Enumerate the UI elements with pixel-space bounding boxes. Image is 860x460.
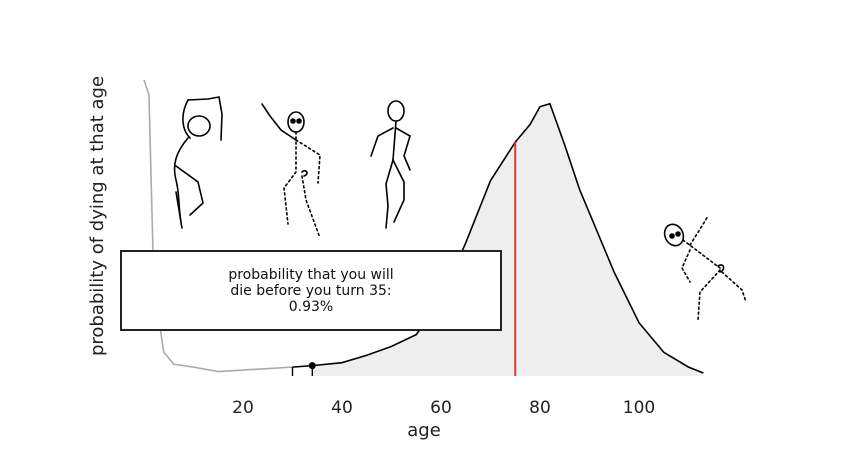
area-fill-layer: [312, 103, 704, 377]
x-axis-title: age: [407, 420, 441, 441]
probability-callout: probability that you will die before you…: [120, 250, 502, 331]
series-line: [292, 102, 704, 374]
x-tick-label: 20: [232, 398, 254, 418]
y-axis-title: probability of dying at that age: [87, 76, 108, 356]
skeleton-2-icon: [663, 215, 747, 321]
area-fill: [312, 103, 704, 377]
callout-value: 0.93%: [288, 298, 334, 315]
stick-figure-1-icon: [173, 96, 223, 229]
stick-figure-2-icon: [370, 100, 411, 229]
age-marker-dot: [308, 362, 316, 370]
callout-line-1: probability that you will: [228, 266, 394, 283]
curve-layer: [143, 79, 704, 376]
skeleton-1-icon: [261, 103, 321, 239]
x-tick-label: 40: [331, 398, 353, 418]
x-tick-label: 100: [623, 398, 655, 418]
x-tick-label: 60: [430, 398, 452, 418]
series-line-early: [143, 79, 293, 373]
marker-layer: [308, 142, 517, 376]
x-tick-label: 80: [529, 398, 551, 418]
callout-line-2: die before you turn 35:: [230, 282, 392, 299]
